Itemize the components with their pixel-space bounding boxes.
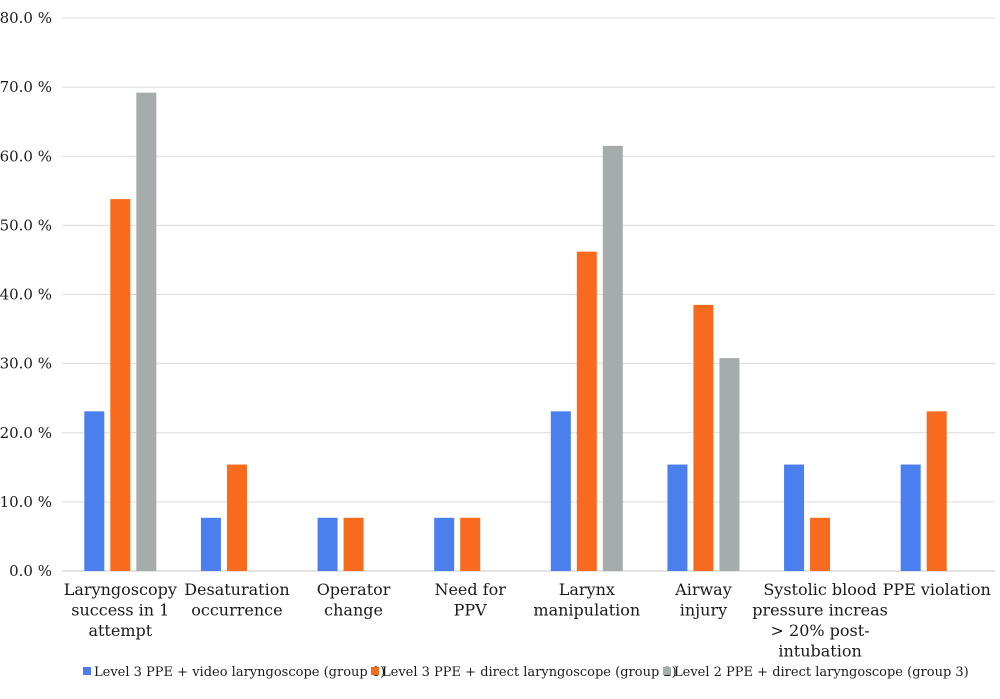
bar-series-1-cat-8 (900, 464, 921, 571)
gridlines (62, 17, 995, 572)
legend-swatch (83, 667, 91, 675)
bar-series-2-cat-6 (693, 304, 714, 571)
y-axis-ticks: 0.0 % 10.0 % 20.0 % 30.0 % 40.0 % 50.0 % 60.0 … (0, 9, 52, 580)
x-category-label: change (324, 601, 383, 620)
bar-series-2-cat-2 (226, 464, 247, 571)
x-category-label: attempt (88, 621, 152, 640)
bar-series-1-cat-7 (784, 464, 805, 571)
x-category-label: Need for (434, 580, 506, 599)
bar-series-3-cat-1 (136, 92, 157, 571)
legend-item: Level 3 PPE + video laryngoscope (group … (83, 665, 385, 680)
legend-item: Level 3 PPE + direct laryngoscope (group… (371, 665, 677, 680)
bar-series-2-cat-3 (343, 517, 364, 571)
y-tick-label: 30.0 % (0, 355, 52, 373)
y-tick-label: 70.0 % (0, 78, 52, 96)
bar-series-1-cat-2 (200, 517, 221, 571)
bar-series-1-cat-6 (667, 464, 688, 571)
y-tick-label: 60.0 % (0, 147, 52, 165)
bar-series-2-cat-1 (110, 199, 131, 572)
y-tick-label: 20.0 % (0, 424, 52, 442)
x-category-label: injury (680, 601, 727, 620)
legend: Level 3 PPE + video laryngoscope (group … (83, 665, 969, 680)
y-tick-label: 10.0 % (0, 493, 52, 511)
bars (84, 92, 947, 572)
bar-series-3-cat-6 (719, 358, 740, 571)
bar-series-1-cat-5 (550, 411, 571, 571)
x-category-label: Airway (674, 580, 732, 599)
x-category-label: Operator (317, 580, 391, 599)
x-category-label: Laryngoscopy (64, 580, 177, 599)
legend-label: Level 3 PPE + video laryngoscope (group … (94, 665, 385, 680)
x-category-label: manipulation (533, 601, 640, 620)
x-category-label: pressure increas (752, 601, 888, 620)
y-tick-label: 50.0 % (0, 216, 52, 234)
x-category-label: Systolic blood (763, 580, 876, 599)
bar-series-2-cat-7 (810, 517, 831, 571)
bar-series-2-cat-4 (460, 517, 481, 571)
bar-series-1-cat-3 (317, 517, 338, 571)
legend-label: Level 2 PPE + direct laryngoscope (group… (674, 665, 969, 680)
legend-item: Level 2 PPE + direct laryngoscope (group… (663, 665, 969, 680)
x-category-label: > 20% post- (771, 621, 870, 640)
x-category-label: PPV (454, 601, 488, 620)
bar-series-1-cat-4 (434, 517, 455, 571)
y-tick-label: 0.0 % (9, 562, 52, 580)
bar-series-2-cat-8 (926, 411, 947, 571)
bar-series-2-cat-5 (576, 251, 597, 571)
y-tick-label: 80.0 % (0, 9, 52, 27)
y-tick-label: 40.0 % (0, 286, 52, 304)
x-category-label: Desaturation (184, 580, 289, 599)
bar-series-1-cat-1 (84, 411, 105, 571)
x-category-label: Larynx (559, 580, 615, 599)
x-category-label: intubation (778, 642, 861, 661)
x-category-label: PPE violation (883, 580, 991, 599)
x-category-label: success in 1 (71, 601, 169, 620)
legend-label: Level 3 PPE + direct laryngoscope (group… (382, 665, 677, 680)
legend-swatch (663, 667, 671, 675)
bar-series-3-cat-5 (602, 145, 623, 571)
legend-swatch (371, 667, 379, 675)
x-category-label: occurrence (191, 601, 282, 620)
